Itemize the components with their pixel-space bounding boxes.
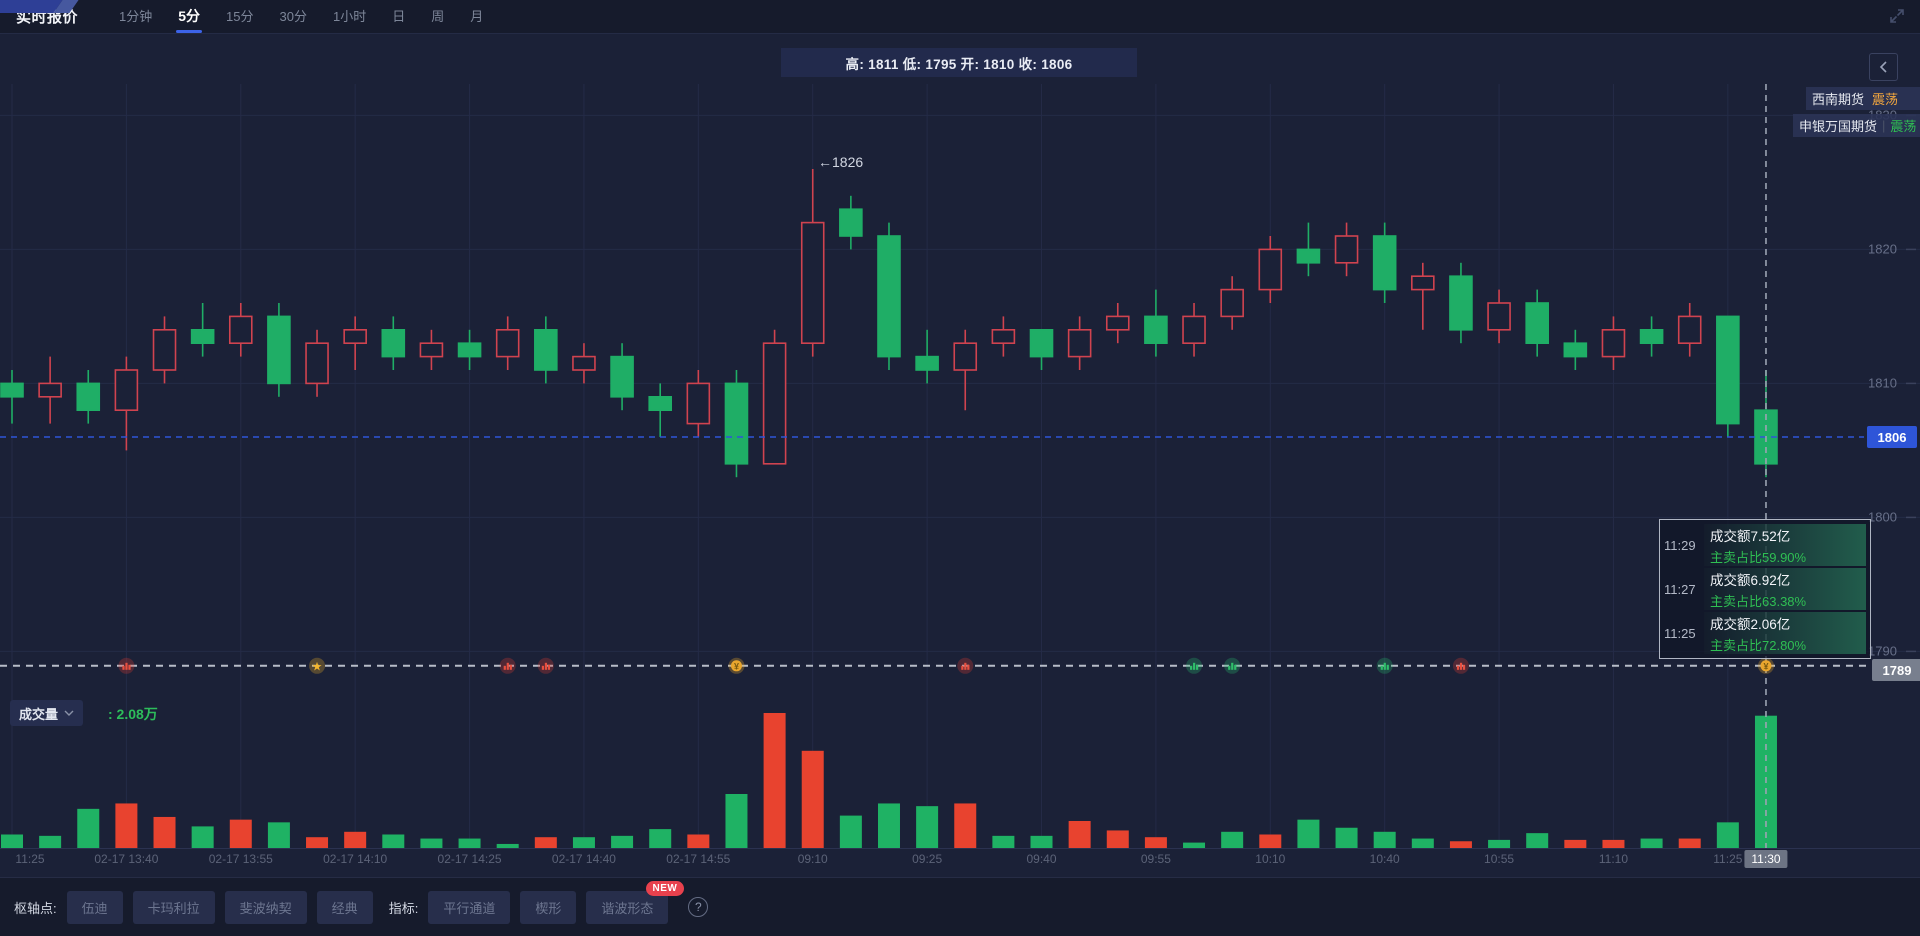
x-axis-label: 02-17 14:40 [551, 852, 616, 866]
tab-5min[interactable]: 5分 [165, 0, 213, 33]
tab-day[interactable]: 日 [392, 9, 406, 24]
x-axis-label: 09:40 [1026, 852, 1057, 866]
x-axis-line [0, 848, 1920, 849]
expand-icon[interactable] [1888, 7, 1906, 25]
interval-tabs: 1分钟 5分 15分 30分 1小时 日 周 月 [106, 0, 496, 33]
svg-text:¥: ¥ [1763, 661, 1768, 671]
event-marker-red-bars[interactable] [118, 657, 135, 674]
tooltip-time: 11:27 [1664, 581, 1696, 597]
new-badge: NEW [645, 880, 685, 896]
tooltip-row: 11:29 成交额7.52亿 主卖占比59.90% [1664, 524, 1866, 566]
event-marker-gold-coin[interactable]: ¥ [1757, 657, 1774, 674]
event-marker-green-bars[interactable] [1186, 657, 1203, 674]
svg-text:¥: ¥ [734, 661, 739, 671]
tooltip-ratio: 主卖占比59.90% [1710, 549, 1807, 565]
tab-week[interactable]: 周 [431, 9, 445, 24]
tooltip-time: 11:25 [1664, 625, 1696, 641]
tab-1hour[interactable]: 1小时 [332, 9, 367, 24]
classic-button[interactable]: 经典 [316, 890, 373, 924]
research-label-shenyin: 申银万国期货 | 震荡 [1793, 114, 1920, 137]
x-axis-label: 09:10 [797, 852, 828, 866]
event-marker-red-bars[interactable] [537, 657, 554, 674]
firm-name: 西南期货 [1812, 92, 1865, 107]
event-marker-red-bars[interactable] [1452, 657, 1469, 674]
top-toolbar: 实时报价 1分钟 5分 15分 30分 1小时 日 周 月 [0, 0, 1920, 34]
camarilla-button[interactable]: 卡玛利拉 [132, 890, 215, 924]
tooltip-row: 11:25 成交额2.06亿 主卖占比72.80% [1664, 612, 1866, 654]
help-icon[interactable]: ? [688, 897, 709, 917]
x-axis-label: 11:10 [1598, 852, 1629, 866]
tooltip-time: 11:29 [1664, 537, 1696, 553]
x-axis-label: 10:10 [1255, 852, 1286, 866]
x-axis-label: 02-17 14:55 [666, 852, 731, 866]
parallel-channel-button[interactable]: 平行通道 [428, 890, 511, 924]
market-view: 震荡 [1872, 92, 1899, 107]
event-marker-green-bars[interactable] [1224, 657, 1241, 674]
page-title: 实时报价 [16, 9, 79, 26]
tooltip-row: 11:27 成交额6.92亿 主卖占比63.38% [1664, 568, 1866, 610]
tooltip-ratio: 主卖占比72.80% [1710, 637, 1807, 653]
volume-tooltip: 11:29 成交额7.52亿 主卖占比59.90% 11:27 成交额6.92亿 主卖占比… [1659, 519, 1871, 659]
price-axis-label: 1820 [1868, 241, 1897, 257]
x-axis-label: 11:25 [15, 852, 45, 866]
collapse-panel-button[interactable] [1869, 53, 1898, 81]
x-axis-label: 10:55 [1484, 852, 1515, 866]
volume-indicator-dropdown[interactable]: 成交量 [10, 700, 84, 726]
tooltip-amount: 成交额2.06亿 [1710, 616, 1791, 632]
woodie-button[interactable]: 伍迪 [66, 890, 123, 924]
event-marker-gold-coin[interactable]: ¥ [728, 657, 745, 674]
tooltip-block: 成交额6.92亿 主卖占比63.38% [1704, 568, 1866, 610]
research-label-southwest: 西南期货 震荡 [1806, 87, 1920, 110]
tab-1min[interactable]: 1分钟 [119, 9, 153, 24]
settlement-price-badge: 1789 [1872, 659, 1920, 681]
firm-name: 申银万国期货 [1799, 119, 1878, 134]
indicator-label: 指标: [388, 900, 419, 916]
price-axis-label: 1790 [1868, 643, 1897, 659]
high-price-annotation: ←1826 [818, 154, 863, 170]
price-axis-label: 1800 [1868, 509, 1897, 525]
market-view: 震荡 [1890, 119, 1917, 134]
volume-value: : 2.08万 [108, 706, 158, 722]
separator: | [1882, 118, 1886, 133]
svg-text:★: ★ [312, 659, 323, 673]
harmonic-button[interactable]: 谐波形态 NEW [586, 880, 685, 924]
arrow-left-icon: ← [818, 154, 832, 170]
event-marker-star[interactable]: ★ [309, 657, 326, 674]
tooltip-block: 成交额2.06亿 主卖占比72.80% [1704, 612, 1866, 654]
x-axis-label: 02-17 13:40 [94, 852, 159, 866]
tooltip-amount: 成交额6.92亿 [1710, 572, 1791, 588]
annotation-value: 1826 [832, 154, 864, 170]
volume-label: 成交量 [19, 706, 59, 722]
wedge-button[interactable]: 楔形 [520, 890, 577, 924]
x-axis-label: 09:25 [912, 852, 943, 866]
x-axis-label: 09:55 [1140, 852, 1171, 866]
crosshair-time-badge: 11:30 [1744, 850, 1788, 868]
tab-30min[interactable]: 30分 [279, 9, 307, 24]
current-price-badge: 1806 [1867, 426, 1917, 448]
x-axis-label: 11:25 [1713, 852, 1743, 866]
tooltip-block: 成交额7.52亿 主卖占比59.90% [1704, 524, 1866, 566]
event-marker-red-bars[interactable] [957, 657, 974, 674]
x-axis-label: 02-17 14:25 [437, 852, 502, 866]
event-marker-green-bars[interactable] [1376, 657, 1393, 674]
pivot-label: 枢轴点: [14, 900, 57, 916]
drawing-toolbar: 枢轴点: 伍迪 卡玛利拉 斐波纳契 经典 指标: 平行通道 楔形 谐波形态 NEW ? [0, 877, 1920, 936]
fibonacci-button[interactable]: 斐波纳契 [224, 890, 307, 924]
ohlc-info-bar: 高: 1811 低: 1795 开: 1810 收: 1806 [781, 48, 1137, 77]
x-axis-label: 02-17 13:55 [208, 852, 273, 866]
event-marker-red-bars[interactable] [499, 657, 516, 674]
tab-month[interactable]: 月 [470, 9, 484, 24]
tooltip-ratio: 主卖占比63.38% [1710, 593, 1807, 609]
price-axis-label: 1810 [1868, 375, 1897, 391]
tab-15min[interactable]: 15分 [226, 9, 254, 24]
x-axis-label: 02-17 14:10 [323, 852, 388, 866]
x-axis-label: 10:40 [1369, 852, 1400, 866]
chevron-down-icon [64, 710, 74, 716]
tooltip-amount: 成交额7.52亿 [1710, 528, 1791, 544]
